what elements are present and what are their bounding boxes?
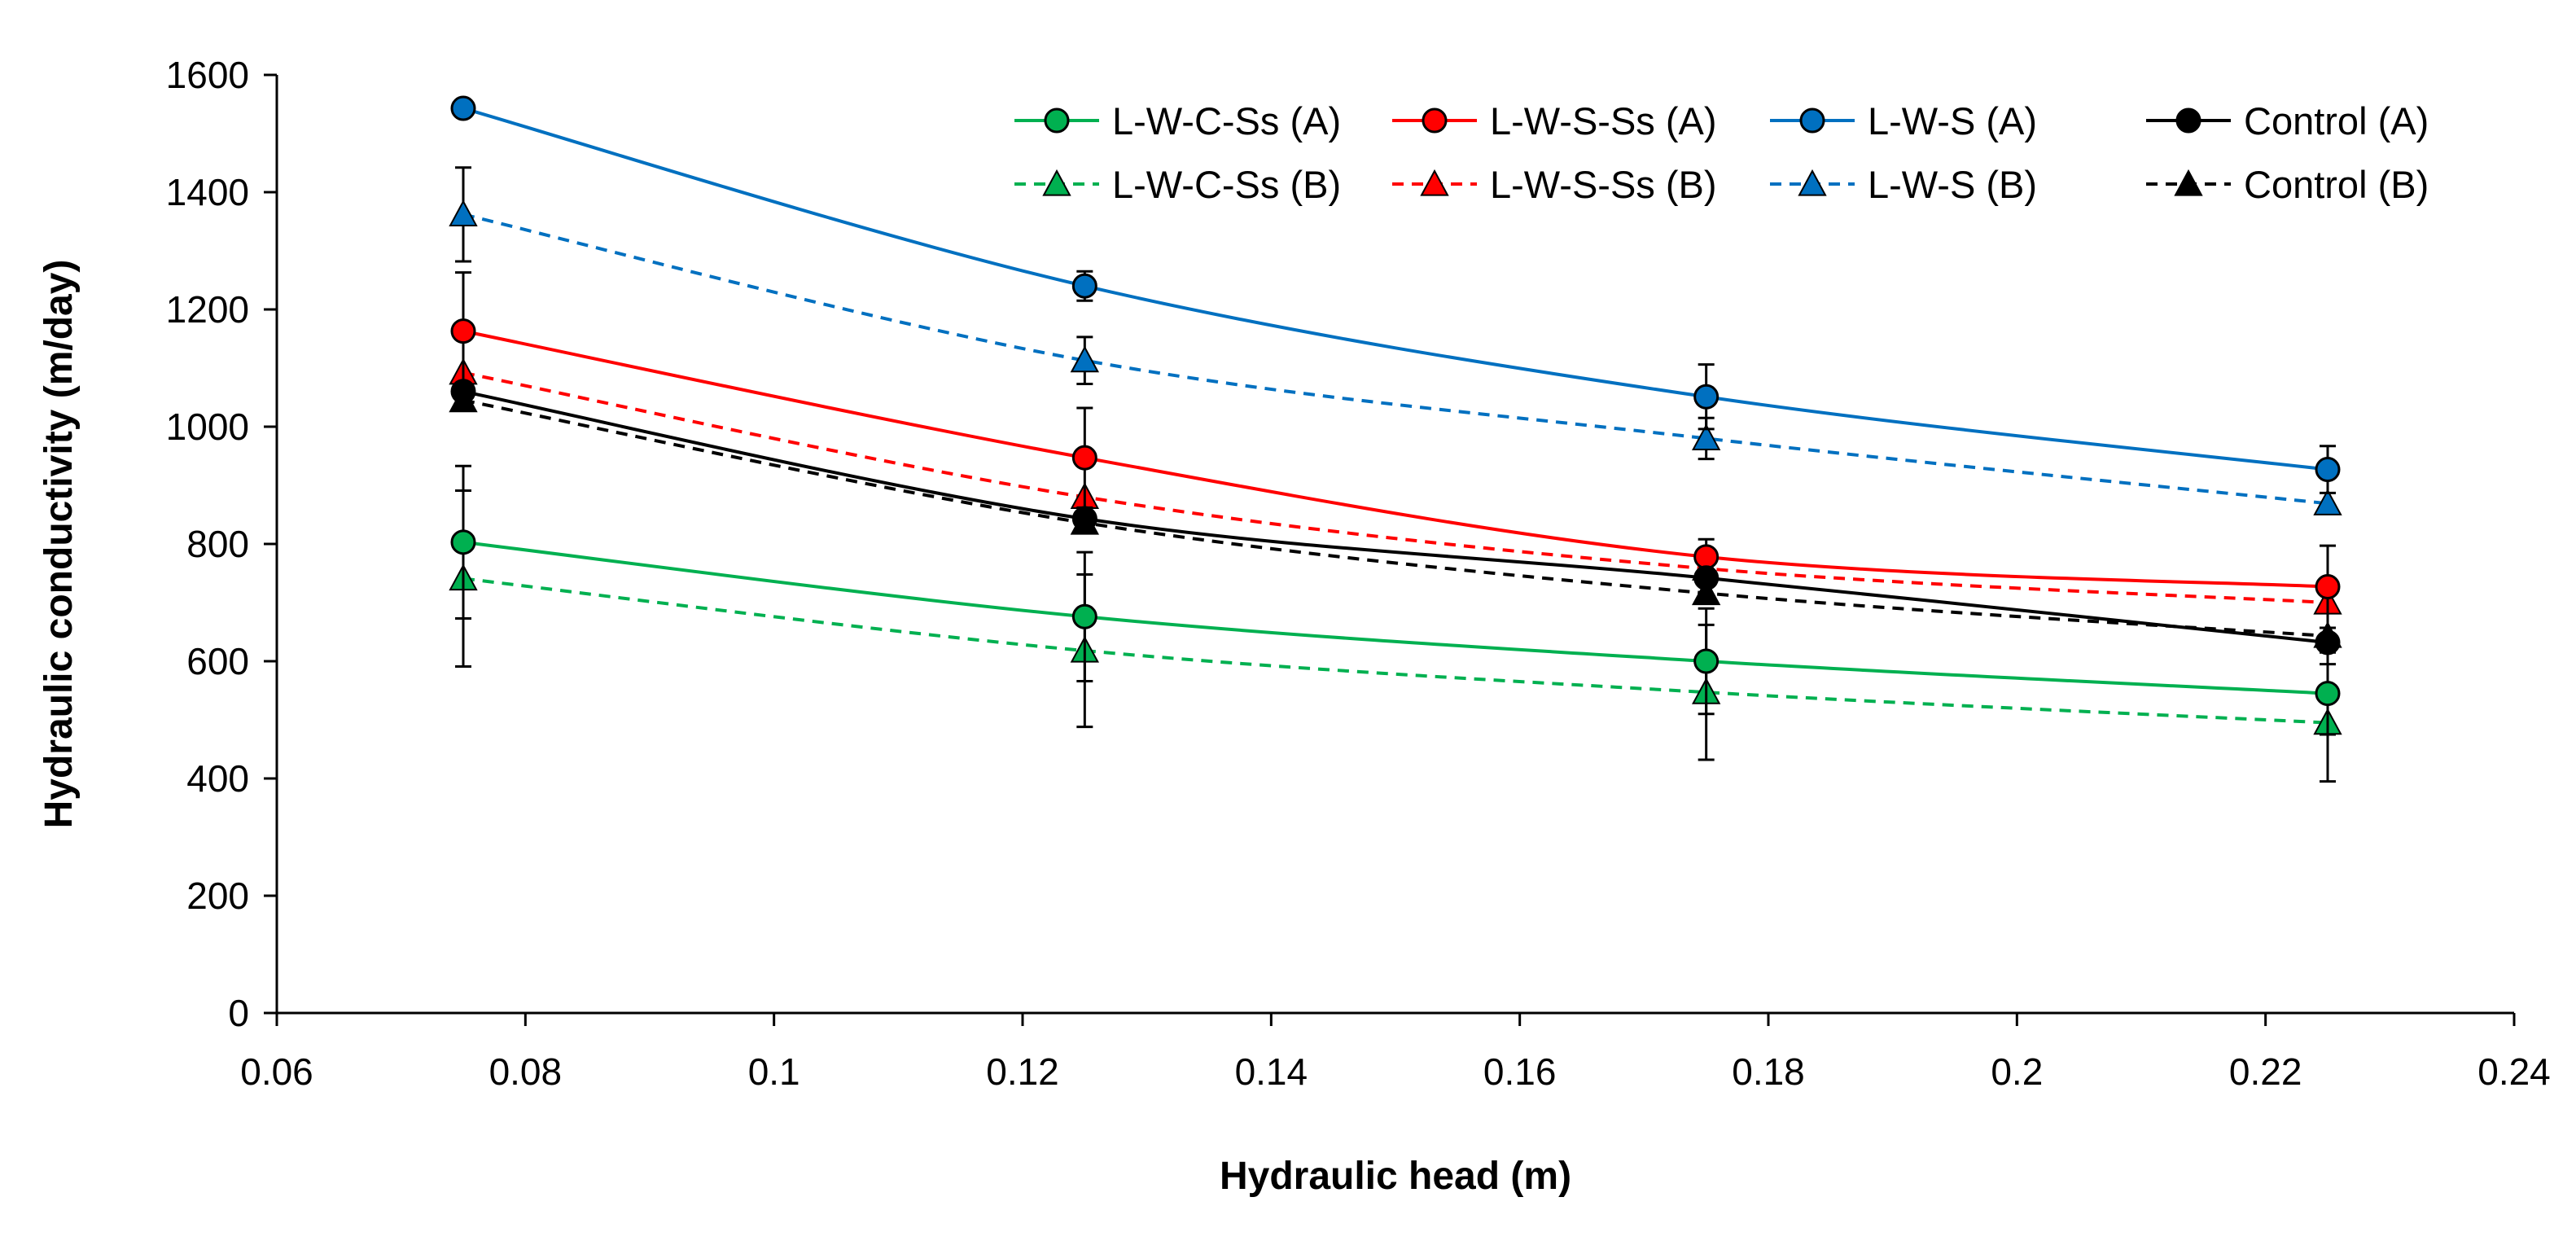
x-tick-label: 0.14 bbox=[1235, 1050, 1308, 1093]
data-point bbox=[449, 200, 478, 226]
x-tick-label: 0.18 bbox=[1732, 1050, 1805, 1093]
legend-item: L-W-S (B) bbox=[1770, 163, 2037, 206]
data-point bbox=[450, 379, 476, 405]
data-point bbox=[1071, 603, 1097, 629]
data-point bbox=[1691, 423, 1721, 450]
series-line bbox=[462, 107, 2328, 471]
series-l-w-c-ss-a bbox=[450, 464, 2341, 736]
series-l-w-s-ss-a bbox=[450, 271, 2341, 629]
data-point bbox=[1693, 565, 1720, 591]
legend-item: Control (A) bbox=[2146, 99, 2429, 143]
x-tick-label: 0.1 bbox=[748, 1050, 800, 1093]
series-l-w-s-a bbox=[450, 95, 2341, 494]
legend-label: L-W-S-Ss (B) bbox=[1490, 163, 1717, 206]
data-point bbox=[450, 95, 476, 121]
legend-label: L-W-C-Ss (B) bbox=[1112, 163, 1341, 206]
series-line bbox=[462, 398, 2328, 638]
y-tick-label: 200 bbox=[186, 875, 249, 917]
legend-marker bbox=[2175, 107, 2201, 134]
legend: L-W-C-Ss (A) L-W-S-Ss (A) L-W-S (A) Control… bbox=[1014, 99, 2429, 206]
data-point bbox=[1071, 506, 1097, 532]
y-tick-label: 600 bbox=[186, 640, 249, 682]
y-tick-label: 1000 bbox=[166, 406, 249, 448]
series-line bbox=[462, 329, 2328, 589]
y-tick-label: 0 bbox=[228, 992, 249, 1034]
y-tick-label: 1600 bbox=[166, 54, 249, 96]
data-point bbox=[450, 529, 476, 555]
data-point bbox=[1693, 544, 1720, 570]
x-tick-label: 0.16 bbox=[1483, 1050, 1557, 1093]
data-point bbox=[1070, 345, 1100, 373]
data-point bbox=[450, 318, 476, 344]
x-tick-label: 0.08 bbox=[489, 1050, 563, 1093]
x-tick-label: 0.24 bbox=[2477, 1050, 2551, 1093]
series-layer bbox=[449, 95, 2342, 783]
data-point bbox=[2315, 681, 2341, 707]
x-tick-label: 0.2 bbox=[1991, 1050, 2043, 1093]
series-line bbox=[462, 389, 2328, 644]
legend-item: Control (B) bbox=[2146, 163, 2429, 206]
legend-label: L-W-S (A) bbox=[1868, 99, 2037, 143]
legend-item: L-W-C-Ss (B) bbox=[1014, 163, 1341, 206]
series-line bbox=[462, 371, 2328, 604]
legend-marker bbox=[1422, 107, 1448, 134]
legend-label: L-W-S-Ss (A) bbox=[1490, 99, 1717, 143]
legend-marker bbox=[1044, 107, 1070, 134]
legend-marker bbox=[1042, 169, 1071, 196]
x-tick-label: 0.22 bbox=[2229, 1050, 2302, 1093]
x-tick-label: 0.12 bbox=[986, 1050, 1059, 1093]
y-tick-label: 400 bbox=[186, 757, 249, 800]
legend-item: L-W-C-Ss (A) bbox=[1014, 99, 1341, 143]
data-point bbox=[2315, 574, 2341, 600]
legend-marker bbox=[1798, 169, 1827, 196]
y-axis-title: Hydraulic conductivity (m/day) bbox=[37, 260, 81, 829]
data-point bbox=[1693, 384, 1720, 410]
data-point bbox=[1691, 578, 1721, 606]
data-point bbox=[2315, 457, 2341, 483]
series-line bbox=[462, 213, 2328, 506]
x-tick-label: 0.06 bbox=[240, 1050, 313, 1093]
data-point bbox=[2313, 489, 2342, 515]
series-control-a bbox=[450, 379, 2341, 656]
legend-item: L-W-S-Ss (B) bbox=[1392, 163, 1717, 206]
data-point bbox=[1071, 445, 1097, 471]
axes: 0 200 400 600 800 1000 1200 1400 1600 0.06 0.08 0.1… bbox=[166, 54, 2551, 1093]
series-line bbox=[462, 540, 2328, 695]
y-tick-label: 1200 bbox=[166, 288, 249, 331]
legend-label: Control (B) bbox=[2244, 163, 2429, 206]
legend-item: L-W-S (A) bbox=[1770, 99, 2037, 143]
legend-label: L-W-S (B) bbox=[1868, 163, 2037, 206]
legend-label: L-W-C-Ss (A) bbox=[1112, 99, 1341, 143]
series-line bbox=[462, 577, 2328, 725]
y-tick-label: 800 bbox=[186, 523, 249, 565]
legend-marker bbox=[2174, 169, 2203, 196]
data-point bbox=[1071, 273, 1097, 299]
legend-item: L-W-S-Ss (A) bbox=[1392, 99, 1717, 143]
legend-label: Control (A) bbox=[2244, 99, 2429, 143]
legend-marker bbox=[1799, 107, 1825, 134]
y-tick-label: 1400 bbox=[166, 171, 249, 213]
data-point bbox=[1693, 648, 1720, 674]
data-point bbox=[2315, 629, 2341, 656]
x-axis-title: Hydraulic head (m) bbox=[1220, 1155, 1571, 1198]
legend-marker bbox=[1420, 169, 1449, 196]
